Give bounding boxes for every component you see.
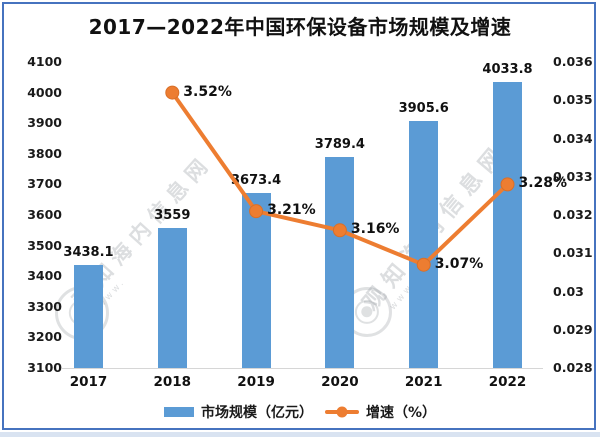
bar-2017 xyxy=(74,264,103,368)
x-axis-label-2021: 2021 xyxy=(404,374,443,390)
growth-rate-label: 3.21% xyxy=(267,202,316,219)
x-axis-label-2022: 2022 xyxy=(488,374,527,390)
y-axis-right-tick: 0.032 xyxy=(553,207,593,222)
bar-2019 xyxy=(241,192,271,368)
x-axis-label-2019: 2019 xyxy=(237,374,275,390)
growth-rate-label: 3.28% xyxy=(518,175,568,192)
y-axis-left-tick: 3400 xyxy=(27,268,62,284)
chart-title: 2017—2022年中国环保设备市场规模及增速 xyxy=(88,15,512,39)
growth-rate-label: 3.16% xyxy=(350,221,400,238)
bar-value-label: 4033.8 xyxy=(482,62,533,78)
y-axis-right-tick: 0.033 xyxy=(553,168,593,184)
y-axis-left-tick: 4000 xyxy=(27,84,62,100)
bar-value-label: 3905.6 xyxy=(398,101,449,117)
legend-item-growth-rate: 增速（%） xyxy=(324,402,437,422)
y-axis-right-tick: 0.031 xyxy=(553,245,593,261)
bar-value-label: 3438.1 xyxy=(63,244,114,260)
bar-2018 xyxy=(157,227,187,368)
bar-2020 xyxy=(325,157,355,368)
y-axis-right-tick: 0.035 xyxy=(553,92,593,108)
growth-rate-label: 3.52% xyxy=(183,83,232,100)
y-axis-left-tick: 3100 xyxy=(27,360,62,375)
chart-legend: 市场规模（亿元） 增速（%） xyxy=(0,402,600,422)
bar-value-label: 3559 xyxy=(154,207,191,223)
legend-item-market-size: 市场规模（亿元） xyxy=(163,402,313,422)
y-axis-left-tick: 3200 xyxy=(27,329,62,345)
bar-value-label: 3673.4 xyxy=(231,172,282,188)
y-axis-left-tick: 4100 xyxy=(27,54,62,69)
y-axis-left-tick: 3600 xyxy=(27,207,62,222)
x-axis-label-2020: 2020 xyxy=(321,374,359,390)
y-axis-left-tick: 3800 xyxy=(27,145,62,161)
bar-value-label: 3789.4 xyxy=(314,137,365,153)
y-axis-left-tick: 3900 xyxy=(27,115,62,131)
growth-rate-label: 3.07% xyxy=(434,255,484,272)
line-series-swatch-icon xyxy=(324,406,359,418)
y-axis-left-tick: 3700 xyxy=(27,176,62,192)
bottom-strip xyxy=(0,432,600,437)
bar-2022 xyxy=(493,82,522,368)
y-axis-left-tick: 3500 xyxy=(27,237,62,253)
y-axis-left-tick: 3300 xyxy=(27,298,62,314)
y-axis-right-tick: 0.03 xyxy=(553,283,584,299)
y-axis-right-tick: 0.028 xyxy=(553,360,593,375)
x-axis-label-2017: 2017 xyxy=(69,374,108,390)
x-axis-label-2018: 2018 xyxy=(153,374,192,390)
y-axis-right-tick: 0.029 xyxy=(553,321,593,337)
bar-series-swatch-icon xyxy=(163,407,194,417)
y-axis-right-tick: 0.034 xyxy=(553,130,593,146)
legend-label-market-size: 市场规模（亿元） xyxy=(200,405,313,421)
legend-label-growth-rate: 增速（%） xyxy=(365,405,437,421)
x-axis-line xyxy=(62,368,543,369)
bar-2021 xyxy=(409,121,439,368)
y-axis-right-tick: 0.036 xyxy=(553,54,593,69)
